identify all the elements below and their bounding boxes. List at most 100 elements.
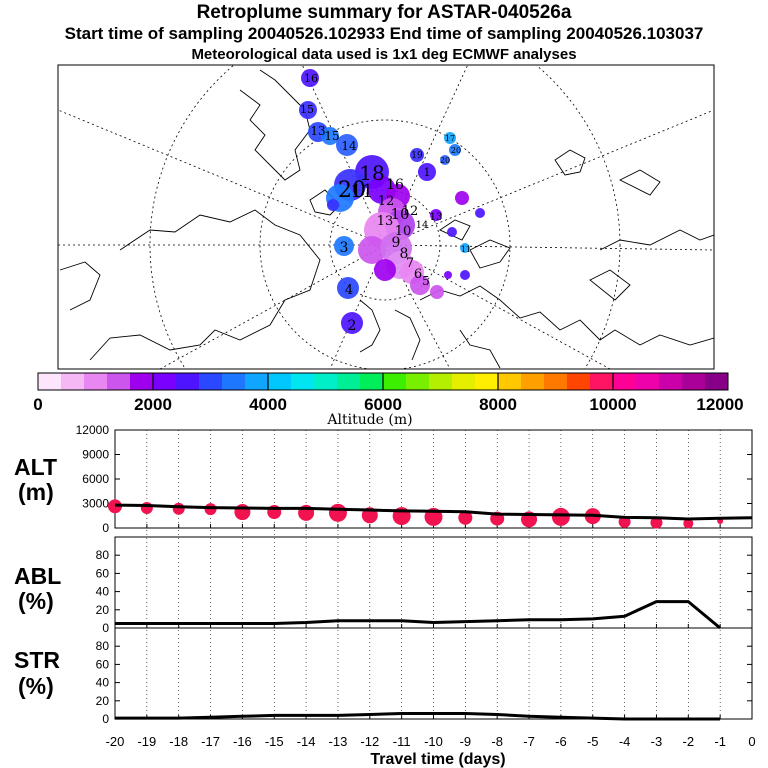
plume-cluster (444, 132, 456, 144)
plume-cluster (336, 134, 358, 156)
plume-cluster (430, 209, 442, 221)
plume-cluster (374, 259, 396, 281)
colorbar-cell (107, 373, 131, 390)
cluster-label: 2 (348, 318, 357, 334)
cluster-label: 13 (430, 212, 443, 223)
colorbar-cell (406, 373, 430, 390)
cluster-label: 14 (416, 220, 429, 231)
cluster-label: 3 (340, 240, 349, 256)
x-tick-label: -5 (587, 734, 599, 749)
x-tick-label: -15 (265, 734, 284, 749)
colorbar-cell (682, 373, 706, 390)
altitude-bubble (328, 503, 347, 522)
x-tick-label: -17 (201, 734, 220, 749)
alt-yunit: (m) (18, 479, 54, 505)
cluster-label: 14 (341, 139, 357, 153)
colorbar-cell (176, 373, 200, 390)
altitude-bubble (551, 507, 570, 526)
plume-cluster (455, 191, 469, 205)
x-tick-label: -19 (137, 734, 156, 749)
alt-ylabel: ALT (14, 454, 57, 480)
str-yunit: (%) (18, 673, 54, 699)
cluster-label: 7 (406, 256, 414, 271)
series-line (115, 712, 721, 721)
altitude-bubble (140, 501, 153, 514)
coastlines (59, 69, 714, 369)
y-tick-label: 80 (96, 639, 110, 653)
plume-cluster (430, 285, 444, 299)
y-tick-label: 0 (102, 621, 109, 635)
plume-cluster (334, 236, 354, 256)
colorbar-cell (314, 373, 338, 390)
cluster-label: 12 (378, 194, 395, 209)
plume-cluster (410, 148, 424, 162)
colorbar-cell (383, 373, 407, 390)
str-panel: STR (%) 80 60 40 20 0 (14, 627, 753, 726)
colorbar-tick-2000: 2000 (134, 395, 172, 414)
x-tick-label: 0 (748, 734, 755, 749)
abl-panel: ABL (%) 80 60 40 20 0 (14, 536, 753, 635)
colorbar-tick-10000: 10000 (589, 395, 636, 414)
colorbar-cell (337, 373, 361, 390)
y-tick-label: 40 (96, 676, 110, 690)
colorbar-cell (291, 373, 315, 390)
colorbar-cell (452, 373, 476, 390)
cluster-label: 4 (345, 283, 353, 298)
y-tick-label: 20 (96, 694, 110, 708)
colorbar-cell (590, 373, 614, 390)
plume-cluster (460, 243, 470, 253)
colorbar-cell (245, 373, 269, 390)
str-frame (114, 627, 753, 720)
plume-cluster (418, 163, 436, 181)
cluster-label: 18 (359, 161, 384, 185)
abl-yunit: (%) (18, 588, 54, 614)
plume-cluster (341, 312, 363, 334)
x-tick-label: -18 (169, 734, 188, 749)
colorbar-cell (84, 373, 108, 390)
sampling-times: Start time of sampling 20040526.102933 E… (64, 24, 704, 43)
cluster-label: 5 (422, 274, 430, 288)
cluster-label: 11 (351, 181, 374, 202)
colorbar-cell (544, 373, 568, 390)
colorbar-cell (199, 373, 223, 390)
x-tick-label: -11 (393, 734, 411, 749)
cluster-label: 10 (395, 224, 412, 239)
plume-cluster (449, 144, 461, 156)
x-tick-label: -7 (523, 734, 535, 749)
y-tick-label: 40 (96, 585, 110, 599)
plume-cluster (327, 199, 339, 211)
x-tick-label: -4 (619, 734, 631, 749)
cluster-label: 1 (424, 166, 431, 179)
colorbar-cell (360, 373, 384, 390)
chart-title: Retroplume summary for ASTAR-040526a (196, 2, 572, 23)
series-line (114, 503, 753, 521)
y-tick-label: 20 (96, 603, 110, 617)
altitude-bubble (650, 516, 663, 529)
plume-cluster (440, 155, 450, 165)
colorbar-tick-6000: 6000 (364, 395, 402, 414)
y-tick-label: 80 (96, 548, 110, 562)
colorbar-cell (222, 373, 246, 390)
altitude-bubble (683, 518, 694, 529)
plume-cluster (444, 271, 452, 279)
plume-cluster (447, 227, 457, 237)
altitude-bubble (172, 502, 185, 515)
cluster-label: 15 (300, 103, 314, 116)
cluster-label: 17 (445, 134, 455, 143)
cluster-label: 19 (411, 151, 423, 161)
colorbar-label: Altitude (m) (326, 412, 412, 428)
x-tick-label: -6 (555, 734, 567, 749)
y-tick-label: 60 (96, 566, 110, 580)
plume-cluster (475, 208, 485, 218)
x-tick-label: -14 (297, 734, 316, 749)
colorbar-cell (705, 373, 729, 390)
x-tick-label: -12 (360, 734, 379, 749)
colorbar-cell (130, 373, 154, 390)
altitude-bubble (204, 503, 217, 516)
cluster-label: 13 (310, 124, 325, 138)
cluster-label: 9 (392, 235, 401, 251)
colorbar-cell (659, 373, 683, 390)
meteo-data-note: Meteorological data used is 1x1 deg ECMW… (191, 46, 577, 63)
